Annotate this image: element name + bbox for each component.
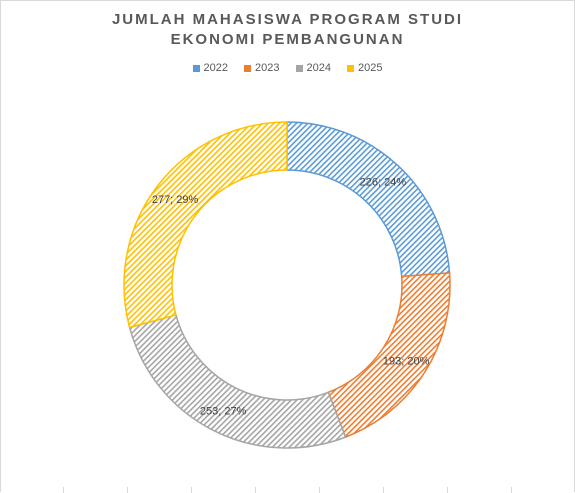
legend-label-2023: 2023 (255, 62, 280, 74)
bottom-tick (255, 487, 256, 493)
bottom-tick (511, 487, 512, 493)
chart-title-line-2: EKONOMI PEMBANGUNAN (170, 31, 405, 48)
bottom-tick (383, 487, 384, 493)
chart-title-line-1: JUMLAH MAHASISWA PROGRAM STUDI (111, 11, 464, 28)
legend-swatch-2022 (192, 64, 200, 72)
legend-swatch-2023 (244, 64, 252, 72)
legend-label-2025: 2025 (357, 62, 383, 74)
legend-item-2024: 2024 (295, 62, 331, 74)
data-label-2022: 226; 24% (360, 177, 407, 189)
bottom-tick (319, 487, 320, 493)
legend-swatch-2025 (346, 64, 354, 72)
data-label-2024: 253; 27% (200, 406, 247, 418)
doughnut-data-labels: 226; 24% 193; 20% 253; 27% 277; 29% (152, 177, 430, 418)
bottom-gridline-ticks (0, 487, 575, 493)
bottom-tick (127, 487, 128, 493)
chart-legend: 2022 2023 2024 2025 (0, 62, 575, 74)
legend-label-2024: 2024 (306, 62, 331, 74)
data-label-2025: 277; 29% (152, 194, 199, 206)
legend-swatch-2024 (295, 64, 303, 72)
data-label-2023: 193; 20% (383, 355, 430, 367)
legend-label-2022: 2022 (203, 62, 229, 74)
legend-item-2022: 2022 (192, 62, 229, 74)
bottom-tick (447, 487, 448, 493)
doughnut-slices (123, 121, 451, 449)
legend-item-2023: 2023 (244, 62, 280, 74)
bottom-tick (191, 487, 192, 493)
slice-2025 (123, 121, 288, 329)
legend-item-2025: 2025 (346, 62, 383, 74)
slice-2022 (286, 121, 451, 278)
slice-2024 (128, 313, 347, 449)
bottom-tick (63, 487, 64, 493)
